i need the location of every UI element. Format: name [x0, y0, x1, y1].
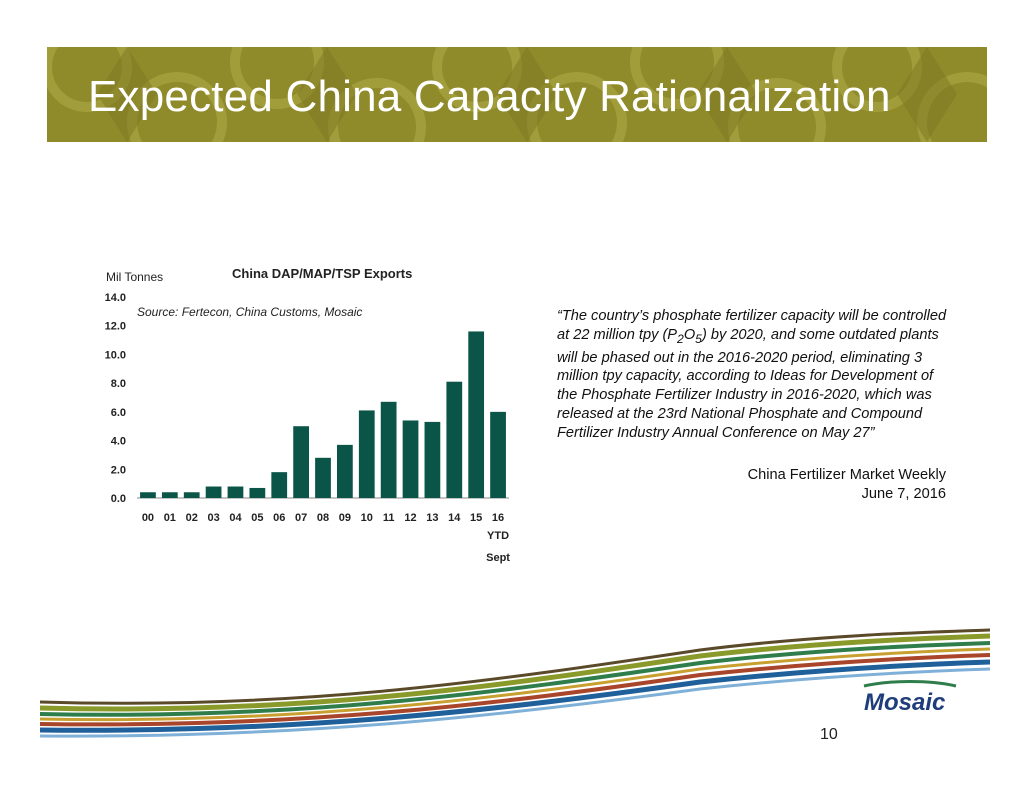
y-tick-label: 0.0: [111, 493, 126, 505]
x-tick-label: 11: [383, 512, 395, 524]
y-tick-label: 14.0: [105, 292, 126, 304]
quote-text-1: “The country’s phosphate fertilizer capa…: [557, 308, 947, 343]
mosaic-logo: Mosaic: [863, 680, 957, 716]
bar-10: [358, 410, 375, 498]
x-tick-label: 14: [448, 512, 461, 524]
bar-08: [315, 457, 331, 498]
x-tick-label: 05: [251, 512, 263, 524]
page-number: 10: [820, 726, 838, 743]
x-tick-label: 08: [317, 512, 329, 524]
y-axis-unit-label: Mil Tonnes: [106, 270, 164, 284]
citation-date: June 7, 2016: [861, 485, 946, 502]
x-tick-label: 16: [492, 512, 504, 524]
y-tick-label: 2.0: [111, 464, 126, 476]
bar-03: [205, 486, 222, 498]
x-tick-label: 10: [361, 512, 373, 524]
x-tick-label: 13: [426, 512, 438, 524]
x-tick-label: 12: [404, 512, 416, 524]
y-tick-label: 10.0: [105, 349, 126, 361]
logo-wordmark: Mosaic: [864, 689, 945, 716]
banner-pattern: [47, 47, 987, 142]
bar-07: [293, 426, 309, 498]
quote-subscript-5: 5: [695, 331, 702, 346]
capacity-quote: “The country’s phosphate fertilizer capa…: [557, 307, 957, 442]
y-tick-label: 8.0: [111, 378, 126, 390]
bar-00: [140, 492, 156, 498]
bar-02: [183, 492, 200, 498]
y-tick-label: 12.0: [105, 321, 126, 333]
x-tick-sublabel: Sept: [486, 552, 510, 564]
x-tick-label: 03: [207, 512, 219, 524]
slide-title: Expected China Capacity Rationalization: [88, 72, 891, 121]
bar-05: [249, 487, 266, 498]
x-tick-label: 01: [164, 512, 176, 524]
x-tick-label: 00: [142, 512, 154, 524]
bar-06: [271, 472, 288, 498]
x-tick-label: 04: [229, 512, 242, 524]
x-tick-label: 02: [186, 512, 198, 524]
y-tick-label: 6.0: [111, 407, 126, 419]
chart-source-note: Source: Fertecon, China Customs, Mosaic: [137, 305, 363, 319]
bar-16: [490, 411, 506, 498]
title-banner: [47, 47, 987, 142]
quote-text-2: O: [683, 326, 696, 343]
bar-15: [468, 331, 485, 498]
bar-01: [161, 492, 178, 498]
bar-09: [337, 444, 353, 498]
bar-13: [424, 421, 441, 498]
y-tick-label: 4.0: [111, 436, 126, 448]
x-tick-label: 06: [273, 512, 285, 524]
citation-source: China Fertilizer Market Weekly: [747, 467, 946, 483]
quote-citation: China Fertilizer Market Weekly June 7, 2…: [690, 466, 946, 504]
x-tick-label: 07: [295, 512, 307, 524]
chart-title: China DAP/MAP/TSP Exports: [232, 266, 413, 281]
quote-subscript-2: 2: [677, 331, 684, 346]
decorative-swoosh: [39, 628, 991, 738]
x-tick-label: 09: [339, 512, 351, 524]
x-tick-label: 15: [470, 512, 482, 524]
bar-12: [402, 420, 419, 498]
x-tick-sublabel: YTD: [487, 530, 509, 542]
quote-text-3: ) by 2020, and some outdated plants will…: [557, 326, 939, 441]
bar-14: [446, 381, 463, 498]
bar-11: [380, 401, 397, 498]
bar-04: [227, 486, 244, 498]
